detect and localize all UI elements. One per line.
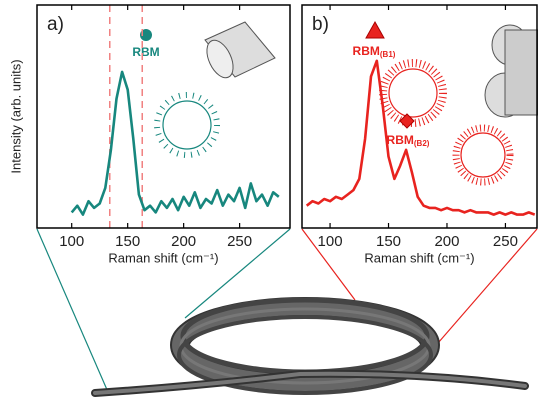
cable-coil bbox=[95, 300, 525, 393]
panel-label: a) bbox=[47, 14, 64, 35]
panel-label: b) bbox=[312, 14, 329, 35]
peak-label: RBM(B1) bbox=[353, 44, 396, 59]
x-tick-label: 100 bbox=[59, 233, 84, 250]
peak-label: RBM bbox=[132, 45, 159, 59]
nanotube-icon bbox=[485, 25, 538, 117]
x-tick-label: 150 bbox=[115, 233, 140, 250]
x-tick-label: 200 bbox=[171, 233, 196, 250]
ring-icon bbox=[157, 95, 217, 155]
x-tick-label: 150 bbox=[376, 233, 401, 250]
x-tick-label: 100 bbox=[318, 233, 343, 250]
x-tick-label: 250 bbox=[227, 233, 252, 250]
x-tick-label: 200 bbox=[434, 233, 459, 250]
x-tick-label: 250 bbox=[493, 233, 518, 250]
spectrum-line bbox=[72, 72, 279, 215]
peak-label-sub: (B1) bbox=[380, 50, 396, 59]
plots: 100 150 200 250 Raman shift (cm⁻¹) a) Intensit… bbox=[8, 5, 537, 265]
nanotube-icon bbox=[202, 22, 275, 82]
peak-label-main: RBM bbox=[387, 133, 414, 147]
peak-label-main: RBM bbox=[353, 44, 380, 58]
y-axis-label: Intensity (arb. units) bbox=[8, 59, 23, 173]
x-axis-label: Raman shift (cm⁻¹) bbox=[364, 250, 474, 265]
peak-label-sub: (B2) bbox=[414, 139, 430, 148]
figure: RBM RBM(B1) RBM(B2) 100150200250Raman sh… bbox=[0, 0, 538, 409]
x-axis-label: Raman shift (cm⁻¹) bbox=[108, 250, 218, 265]
peak-marker bbox=[366, 22, 384, 38]
peak-label: RBM(B2) bbox=[387, 133, 430, 148]
connector bbox=[37, 229, 108, 392]
